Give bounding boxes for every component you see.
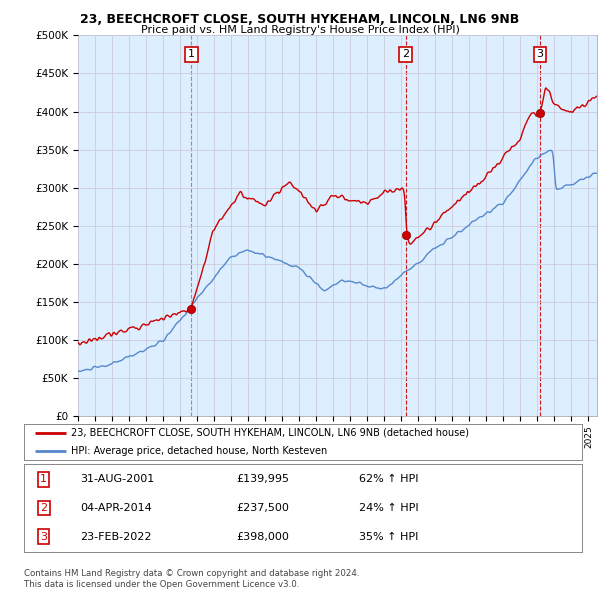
Text: 62% ↑ HPI: 62% ↑ HPI	[359, 474, 418, 484]
Text: £237,500: £237,500	[236, 503, 289, 513]
Text: 1: 1	[188, 50, 195, 60]
Text: 23-FEB-2022: 23-FEB-2022	[80, 532, 151, 542]
Text: 1: 1	[40, 474, 47, 484]
Text: 24% ↑ HPI: 24% ↑ HPI	[359, 503, 418, 513]
Text: Contains HM Land Registry data © Crown copyright and database right 2024.
This d: Contains HM Land Registry data © Crown c…	[24, 569, 359, 589]
Text: Price paid vs. HM Land Registry's House Price Index (HPI): Price paid vs. HM Land Registry's House …	[140, 25, 460, 35]
Text: 23, BEECHCROFT CLOSE, SOUTH HYKEHAM, LINCOLN, LN6 9NB: 23, BEECHCROFT CLOSE, SOUTH HYKEHAM, LIN…	[80, 13, 520, 26]
Text: 31-AUG-2001: 31-AUG-2001	[80, 474, 154, 484]
Text: 3: 3	[536, 50, 544, 60]
Text: £139,995: £139,995	[236, 474, 289, 484]
Text: HPI: Average price, detached house, North Kesteven: HPI: Average price, detached house, Nort…	[71, 446, 328, 456]
Text: £398,000: £398,000	[236, 532, 289, 542]
Text: 2: 2	[402, 50, 409, 60]
Text: 04-APR-2014: 04-APR-2014	[80, 503, 152, 513]
Text: 35% ↑ HPI: 35% ↑ HPI	[359, 532, 418, 542]
Text: 3: 3	[40, 532, 47, 542]
Text: 2: 2	[40, 503, 47, 513]
Text: 23, BEECHCROFT CLOSE, SOUTH HYKEHAM, LINCOLN, LN6 9NB (detached house): 23, BEECHCROFT CLOSE, SOUTH HYKEHAM, LIN…	[71, 428, 469, 438]
